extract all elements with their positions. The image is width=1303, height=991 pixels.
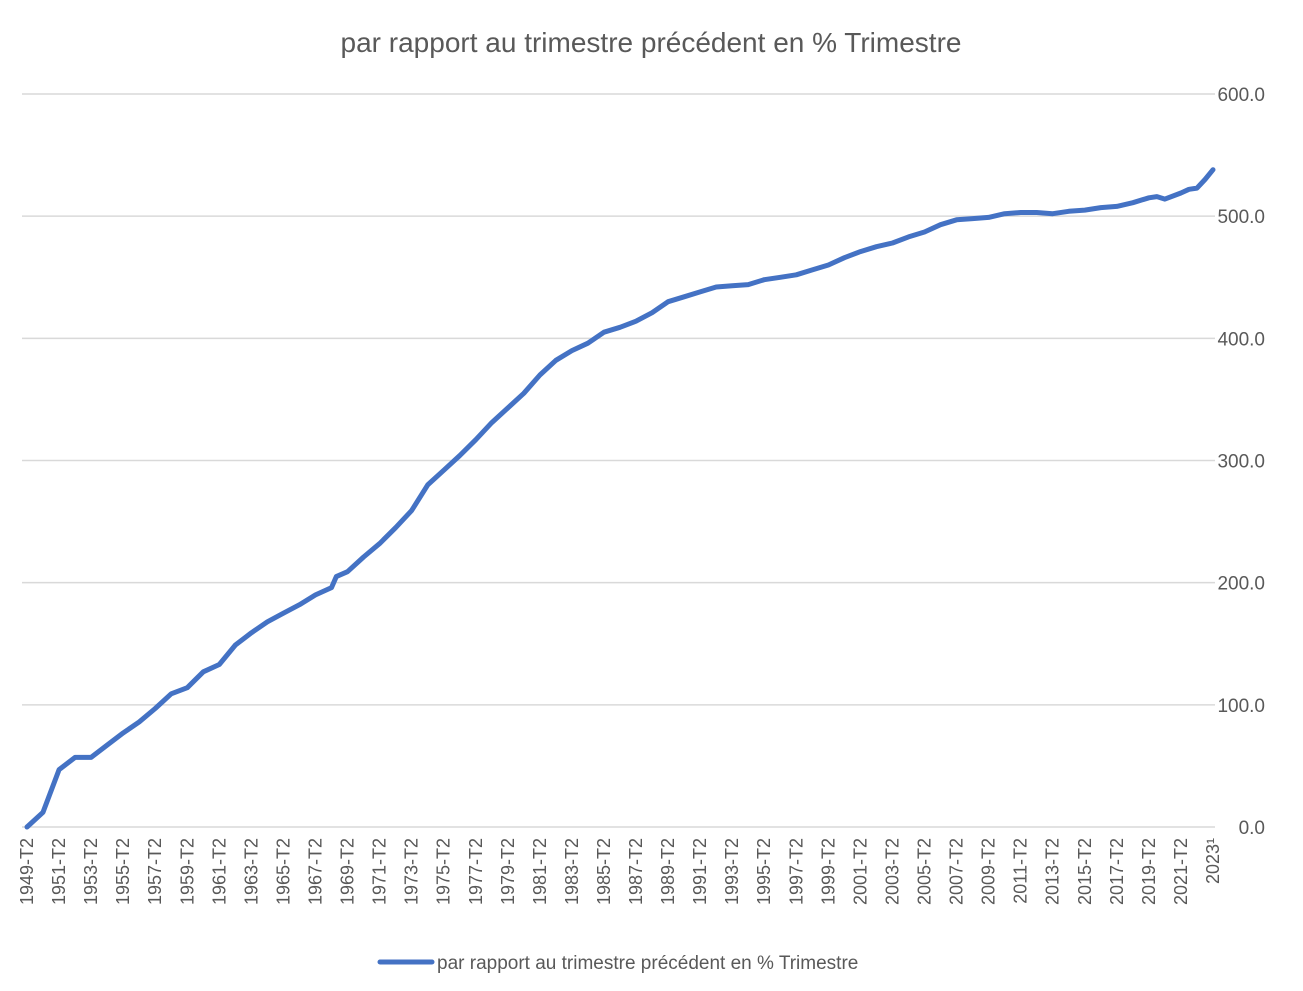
x-tick-label: 1961-T2 xyxy=(209,838,229,905)
x-tick-label: 1989-T2 xyxy=(658,838,678,905)
y-tick-label: 400.0 xyxy=(1217,329,1265,350)
x-tick-label: 2017-T2 xyxy=(1107,838,1127,905)
x-tick-label: 2011-T2 xyxy=(1011,838,1031,904)
y-tick-label: 500.0 xyxy=(1217,207,1265,228)
y-tick-label: 0.0 xyxy=(1239,818,1265,839)
x-tick-label: 2015-T2 xyxy=(1075,838,1095,905)
x-tick-label: 2013-T2 xyxy=(1043,838,1063,905)
gridlines xyxy=(22,94,1215,827)
x-tick-label: 1999-T2 xyxy=(818,838,838,905)
x-tick-label: 1951-T2 xyxy=(49,838,69,905)
x-axis-labels: 1949-T2 1951-T2 1953-T2 1955-T2 1957-T2 1959-… xyxy=(17,838,1223,905)
x-tick-label: 2005-T2 xyxy=(915,838,935,905)
x-tick-label: 2023¹ xyxy=(1203,838,1223,884)
x-tick-label: 1979-T2 xyxy=(498,838,518,905)
x-tick-label: 1997-T2 xyxy=(786,838,806,905)
x-tick-label: 1987-T2 xyxy=(626,838,646,905)
series-line xyxy=(27,170,1213,827)
legend[interactable]: par rapport au trimestre précédent en % … xyxy=(380,953,858,974)
x-tick-label: 1991-T2 xyxy=(690,838,710,905)
x-tick-label: 1973-T2 xyxy=(402,838,422,905)
x-tick-label: 1963-T2 xyxy=(241,838,261,905)
x-tick-label: 1971-T2 xyxy=(370,838,390,905)
x-tick-label: 1957-T2 xyxy=(145,838,165,905)
x-tick-label: 1965-T2 xyxy=(273,838,293,905)
x-tick-label: 1969-T2 xyxy=(338,838,358,905)
y-tick-label: 600.0 xyxy=(1217,85,1265,106)
series-group xyxy=(27,170,1213,827)
x-tick-label: 1967-T2 xyxy=(305,838,325,905)
x-tick-label: 1977-T2 xyxy=(466,838,486,905)
x-tick-label: 1953-T2 xyxy=(81,838,101,905)
y-tick-label: 100.0 xyxy=(1217,696,1265,717)
x-tick-label: 1985-T2 xyxy=(594,838,614,905)
y-tick-label: 300.0 xyxy=(1217,452,1265,473)
x-tick-label: 1993-T2 xyxy=(722,838,742,905)
x-tick-label: 2001-T2 xyxy=(850,838,870,905)
x-tick-label: 2021-T2 xyxy=(1171,838,1191,905)
x-tick-label: 1949-T2 xyxy=(17,838,37,905)
x-tick-label: 1959-T2 xyxy=(177,838,197,905)
y-tick-label: 200.0 xyxy=(1217,574,1265,595)
x-tick-label: 1983-T2 xyxy=(562,838,582,905)
x-tick-label: 1975-T2 xyxy=(434,838,454,905)
y-axis-labels: 0.0 100.0 200.0 300.0 400.0 500.0 600.0 xyxy=(1217,85,1265,839)
x-tick-label: 2003-T2 xyxy=(882,838,902,905)
chart-title: par rapport au trimestre précédent en % … xyxy=(341,27,962,58)
x-tick-label: 2007-T2 xyxy=(947,838,967,905)
x-tick-label: 2019-T2 xyxy=(1139,838,1159,905)
x-tick-label: 2009-T2 xyxy=(979,838,999,905)
x-tick-label: 1955-T2 xyxy=(113,838,133,905)
x-tick-label: 1995-T2 xyxy=(754,838,774,905)
x-tick-label: 1981-T2 xyxy=(530,838,550,905)
legend-label: par rapport au trimestre précédent en % … xyxy=(437,953,858,974)
